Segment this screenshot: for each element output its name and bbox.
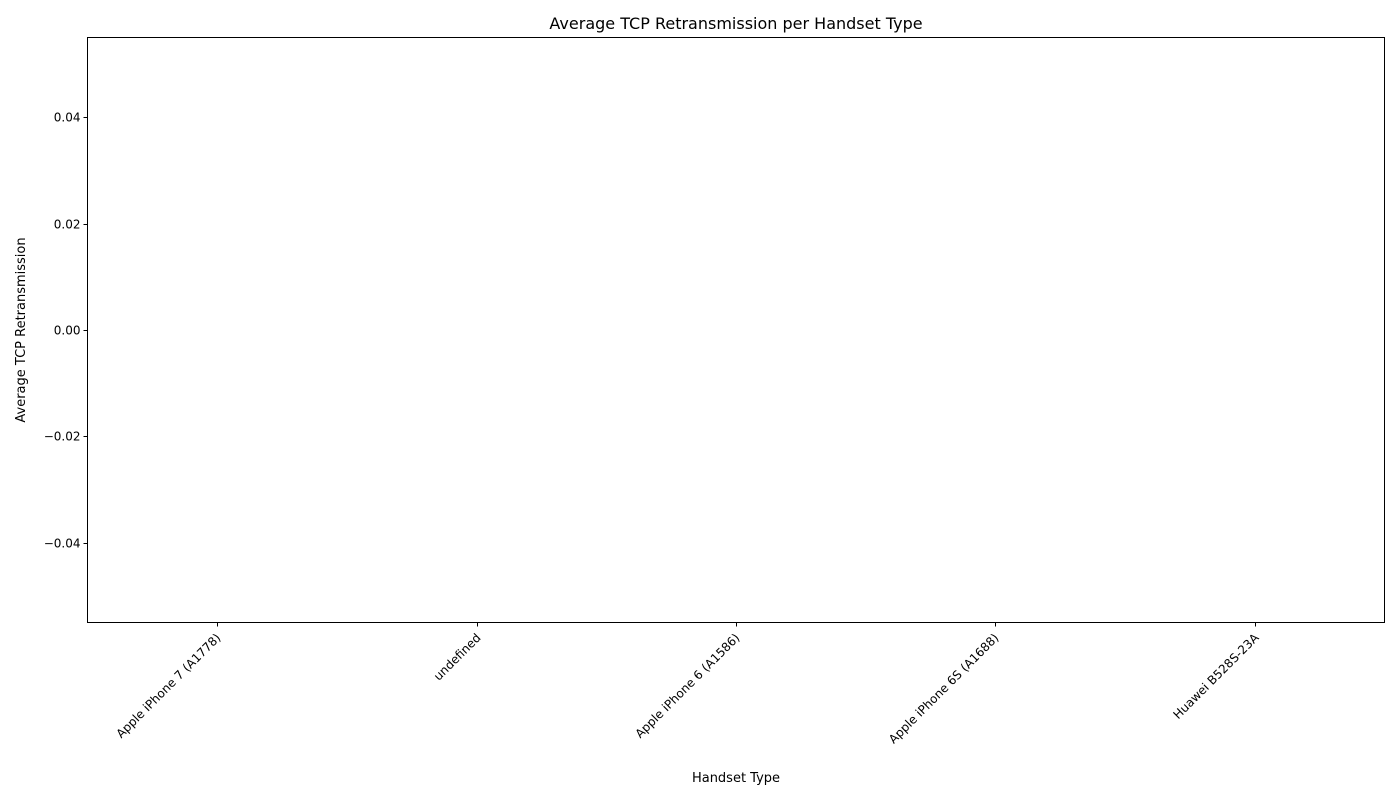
plot-area-frame	[87, 37, 1385, 623]
x-tick-label: undefined	[431, 631, 484, 684]
x-tick-label: Apple iPhone 6 (A1586)	[632, 631, 742, 741]
y-tick-label: −0.04	[44, 537, 81, 551]
x-tick-label: Huawei B528S-23A	[1170, 630, 1262, 722]
chart-title: Average TCP Retransmission per Handset T…	[549, 14, 922, 33]
y-tick-label: −0.02	[44, 430, 81, 444]
x-axis-title: Handset Type	[692, 771, 780, 786]
y-tick-label: 0.00	[54, 324, 81, 338]
y-tick-label: 0.04	[54, 111, 81, 125]
y-axis: 0.04 0.02 0.00 −0.02 −0.04	[44, 111, 88, 551]
y-tick-label: 0.02	[54, 218, 81, 232]
x-tick-label: Apple iPhone 6S (A1688)	[886, 631, 1002, 747]
y-axis-title: Average TCP Retransmission	[14, 237, 29, 422]
x-axis: Apple iPhone 7 (A1778) undefined Apple iPh…	[113, 622, 1262, 747]
x-tick-label: Apple iPhone 7 (A1778)	[113, 631, 223, 741]
